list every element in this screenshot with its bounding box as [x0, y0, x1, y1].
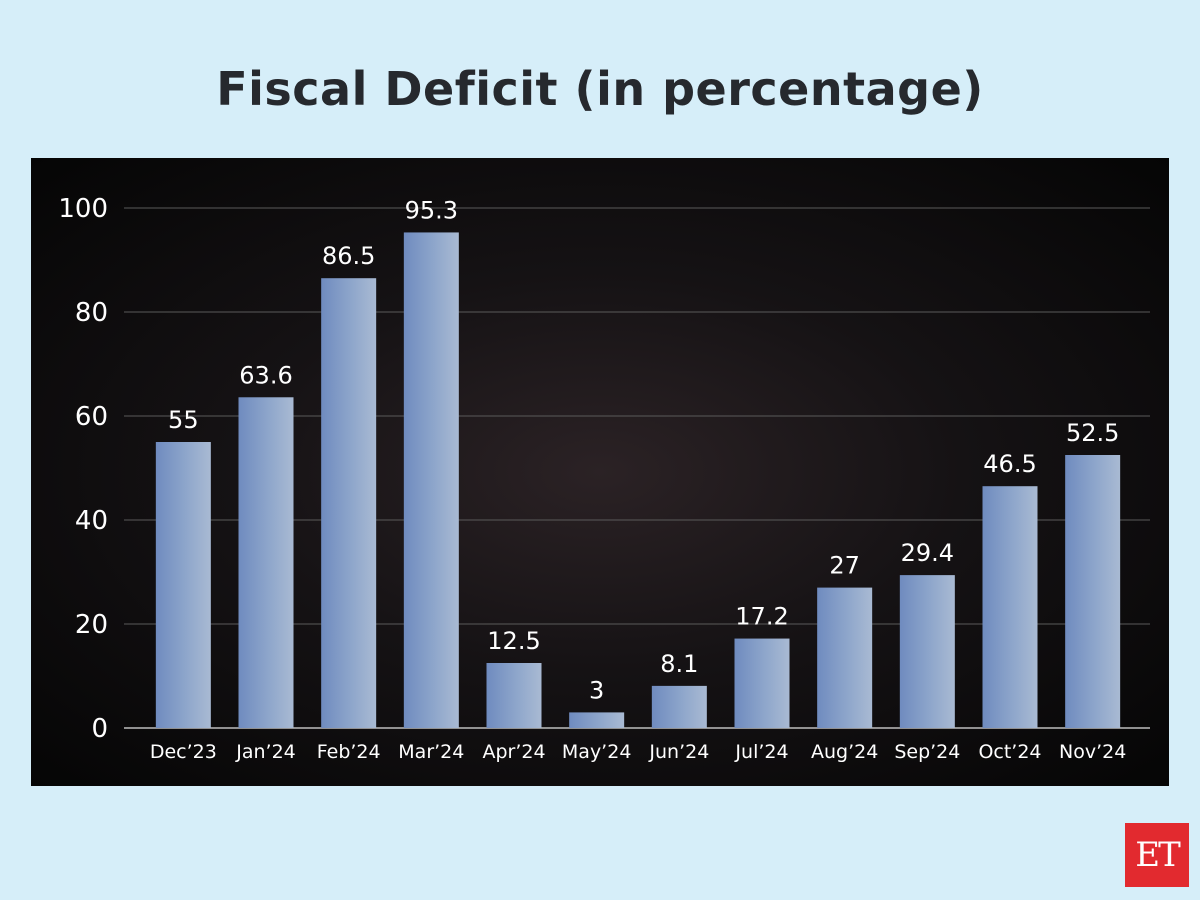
- bar: [155, 442, 211, 728]
- bar: [899, 575, 955, 728]
- bar: [1065, 455, 1121, 728]
- y-tick-label: 60: [75, 402, 108, 432]
- data-label: 86.5: [322, 242, 375, 270]
- x-tick-label: Dec’23: [150, 741, 217, 763]
- data-label: 8.1: [660, 650, 698, 678]
- bar: [238, 397, 294, 728]
- bar: [321, 278, 377, 728]
- data-label: 95.3: [405, 196, 458, 224]
- x-tick-label: Mar’24: [398, 741, 464, 763]
- et-logo: ET: [1125, 823, 1189, 887]
- data-label: 17.2: [735, 603, 788, 631]
- data-label: 55: [168, 406, 199, 434]
- data-label: 27: [829, 552, 860, 580]
- x-tick-label: Aug’24: [811, 741, 878, 763]
- x-tick-label: Sep’24: [894, 741, 960, 763]
- chart-title: Fiscal Deficit (in percentage): [216, 62, 984, 116]
- bar: [569, 712, 625, 728]
- y-tick-label: 80: [75, 298, 108, 328]
- x-tick-label: Feb’24: [317, 741, 381, 763]
- x-tick-label: May’24: [562, 741, 632, 763]
- y-tick-label: 100: [58, 194, 108, 224]
- bar: [486, 663, 542, 728]
- bar: [651, 685, 707, 728]
- data-label: 29.4: [901, 539, 954, 567]
- bar: [403, 232, 459, 728]
- bar: [734, 638, 790, 728]
- x-tick-label: Oct’24: [978, 741, 1041, 763]
- x-tick-label: Jun’24: [648, 741, 709, 763]
- x-tick-label: Apr’24: [482, 741, 545, 763]
- data-label: 12.5: [487, 627, 540, 655]
- x-tick-label: Jul’24: [734, 741, 788, 763]
- data-label: 52.5: [1066, 419, 1119, 447]
- y-tick-label: 40: [75, 506, 108, 536]
- bar: [982, 486, 1038, 728]
- y-tick-label: 0: [91, 714, 108, 744]
- x-tick-label: Jan’24: [235, 741, 296, 763]
- data-label: 3: [589, 676, 604, 704]
- chart-panel: [31, 158, 1169, 786]
- y-tick-label: 20: [75, 610, 108, 640]
- bar: [817, 587, 873, 728]
- x-tick-label: Nov’24: [1059, 741, 1126, 763]
- data-label: 46.5: [983, 450, 1036, 478]
- data-label: 63.6: [239, 361, 292, 389]
